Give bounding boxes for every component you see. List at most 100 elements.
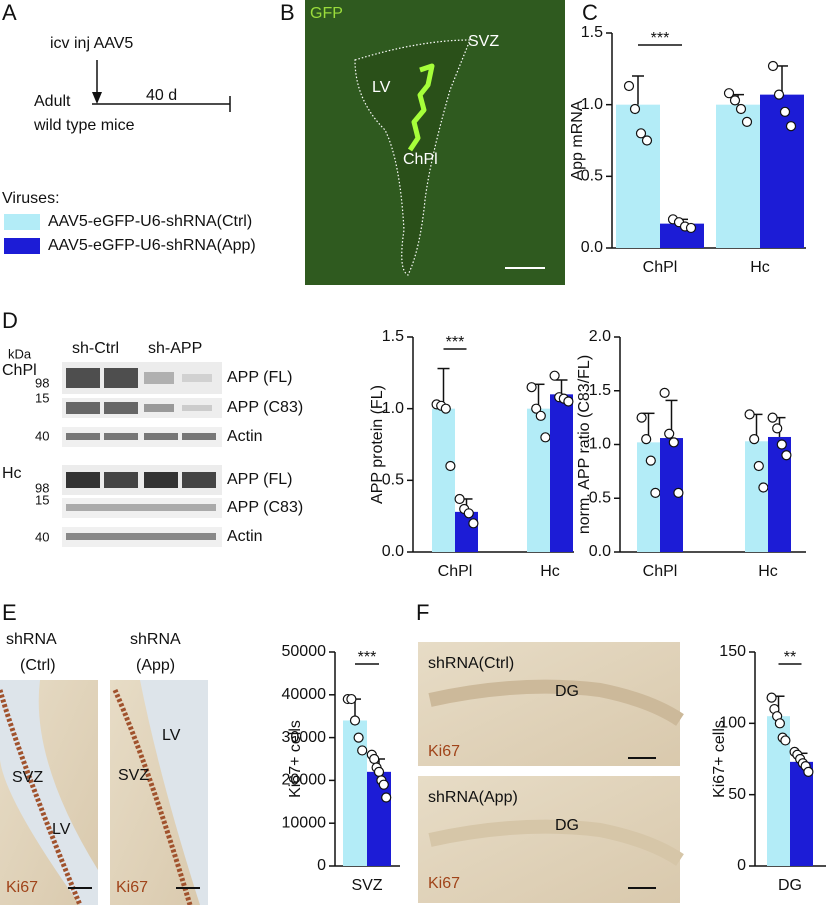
data-point xyxy=(629,103,641,115)
bar xyxy=(432,408,455,552)
bar xyxy=(455,511,478,552)
y-axis-label: norm. APP ratio (C83/FL) xyxy=(576,355,593,534)
significance: ** xyxy=(784,649,796,666)
region-label: LV xyxy=(162,727,181,744)
data-point xyxy=(767,412,778,423)
region-label: LV xyxy=(52,821,71,838)
data-point xyxy=(659,387,670,398)
data-point xyxy=(635,128,647,139)
stain-label: Ki67 xyxy=(6,879,38,896)
data-point xyxy=(767,60,779,72)
y-tick-label: 0.5 xyxy=(589,489,611,506)
stain-label: Ki67 xyxy=(116,879,148,896)
panel-letter: B xyxy=(280,0,295,25)
bar xyxy=(745,441,768,552)
data-point xyxy=(641,434,652,445)
data-point xyxy=(773,89,785,100)
schematic-text: wild type mice xyxy=(33,117,135,134)
bar xyxy=(616,104,660,249)
y-tick-label: 0.0 xyxy=(581,239,603,256)
image-title: (App) xyxy=(136,657,175,674)
region-label: DG xyxy=(555,683,579,700)
bar xyxy=(767,716,790,866)
ventricle-outline xyxy=(354,39,471,276)
data-point xyxy=(664,428,675,439)
bar xyxy=(790,761,813,866)
tissue-label: ChPl xyxy=(2,362,37,379)
bar xyxy=(760,94,804,248)
data-point xyxy=(468,518,479,529)
significance: *** xyxy=(651,30,670,47)
region-label: SVZ xyxy=(118,767,149,784)
y-tick-label: 2.0 xyxy=(589,328,611,345)
y-tick-label: 20000 xyxy=(282,772,327,789)
y-axis-label: Ki67+ cells xyxy=(287,720,304,798)
y-tick-label: 1.0 xyxy=(581,96,603,113)
legend-swatch xyxy=(4,214,40,230)
data-point xyxy=(623,80,635,92)
stain-label: Ki67 xyxy=(428,743,460,760)
data-point xyxy=(772,423,783,434)
data-point xyxy=(753,460,764,472)
y-tick-label: 10000 xyxy=(282,814,327,831)
x-tick-label: SVZ xyxy=(351,877,382,894)
y-tick-label: 30000 xyxy=(282,729,327,746)
y-tick-label: 1.5 xyxy=(581,24,603,41)
data-point xyxy=(540,432,551,443)
data-point xyxy=(357,745,368,756)
panel-letter: C xyxy=(582,0,598,25)
image-title: shRNA(Ctrl) xyxy=(428,655,514,672)
y-tick-label: 1.5 xyxy=(382,328,404,345)
data-point xyxy=(454,493,465,505)
schematic-text: 40 d xyxy=(146,87,177,104)
panel-letter: A xyxy=(2,0,17,25)
region-label: DG xyxy=(555,817,579,834)
data-point xyxy=(531,403,542,414)
bar xyxy=(768,436,791,552)
significance: *** xyxy=(446,334,465,351)
data-point xyxy=(735,103,747,115)
image-title: shRNA xyxy=(130,631,181,648)
data-point xyxy=(785,121,797,132)
y-tick-label: 0.5 xyxy=(581,168,603,185)
y-tick-label: 0.0 xyxy=(382,543,404,560)
x-tick-label: Hc xyxy=(750,259,770,276)
y-axis-label: APP protein (FL) xyxy=(369,385,386,504)
y-tick-label: 1.5 xyxy=(589,382,611,399)
marker: 15 xyxy=(35,390,49,405)
y-axis-label: App mRNA xyxy=(569,100,586,180)
y-tick-label: 150 xyxy=(719,643,746,660)
significance: *** xyxy=(358,649,377,666)
bar xyxy=(660,438,683,552)
y-tick-label: 0 xyxy=(317,857,326,874)
arrow-head xyxy=(92,92,102,104)
data-point xyxy=(349,715,361,726)
data-point xyxy=(549,370,560,381)
data-point xyxy=(445,460,456,472)
data-point xyxy=(645,455,656,466)
marker: 40 xyxy=(35,529,49,544)
blot-unit: kDa xyxy=(8,346,32,361)
marker: 40 xyxy=(35,428,49,443)
y-tick-label: 100 xyxy=(719,715,746,732)
region-label: LV xyxy=(372,79,391,96)
data-point xyxy=(526,382,537,393)
bar xyxy=(637,442,660,552)
band-label: APP (FL) xyxy=(227,471,293,488)
tissue-label: Hc xyxy=(2,465,22,482)
bar xyxy=(550,394,573,552)
x-tick-label: ChPl xyxy=(438,563,473,580)
lane-label: sh-APP xyxy=(148,340,202,357)
blot xyxy=(62,362,222,547)
y-tick-label: 50000 xyxy=(282,643,327,660)
region-label: ChPl xyxy=(403,151,438,168)
legend-swatch xyxy=(4,238,40,254)
region-label: SVZ xyxy=(468,33,499,50)
x-tick-label: ChPl xyxy=(643,259,678,276)
marker: 98 xyxy=(35,480,49,495)
image-title: shRNA(App) xyxy=(428,789,518,806)
x-tick-label: ChPl xyxy=(643,563,678,580)
data-point xyxy=(463,508,474,519)
panel-letter: D xyxy=(2,308,18,333)
